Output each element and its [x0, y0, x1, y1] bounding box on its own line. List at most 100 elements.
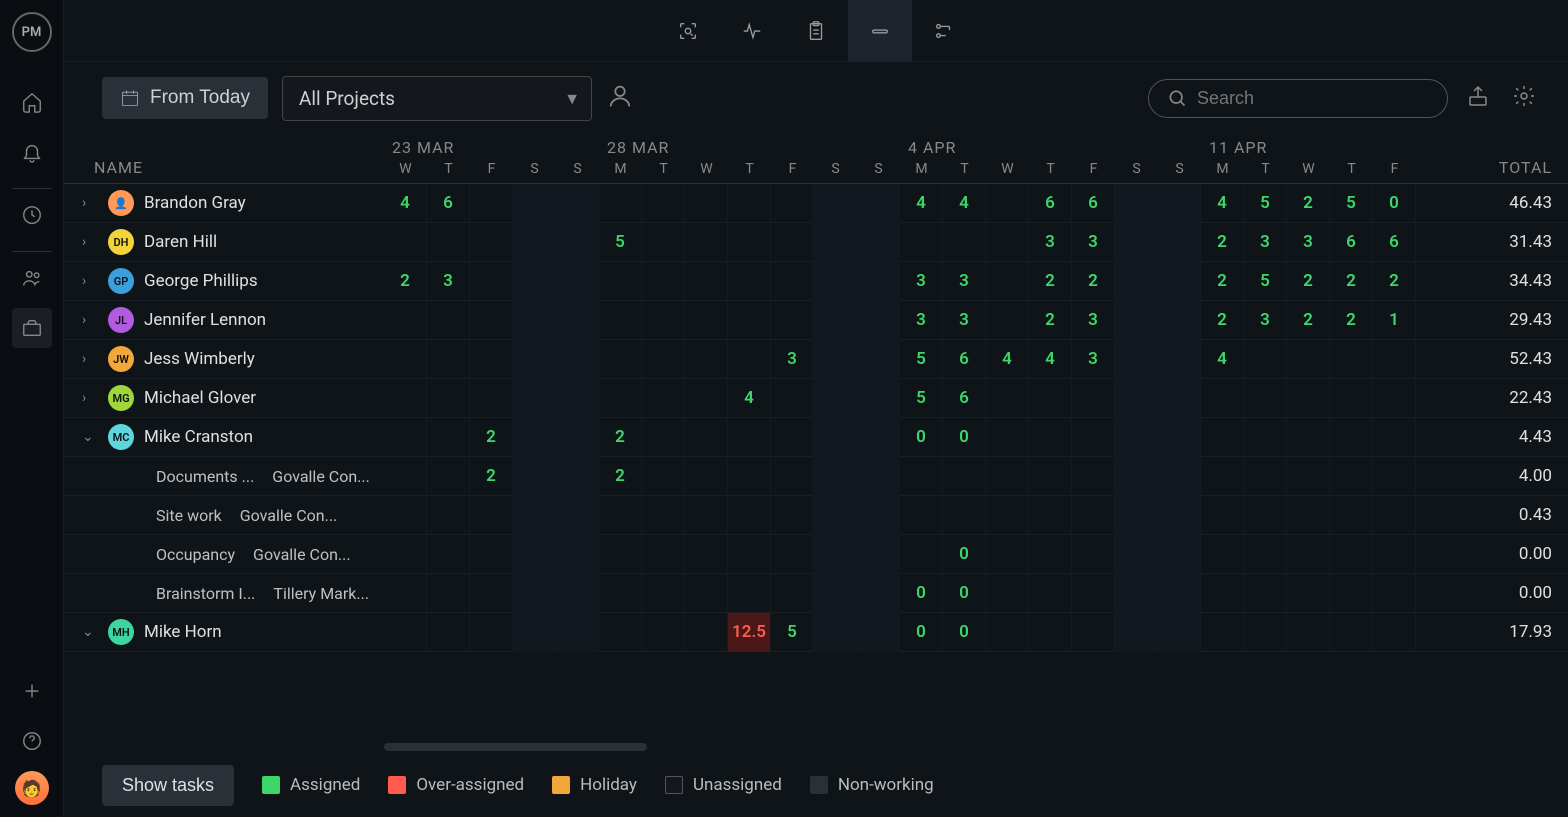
workload-cell[interactable]	[1115, 379, 1158, 418]
workload-cell[interactable]	[384, 535, 427, 574]
workload-cell[interactable]: 3	[900, 301, 943, 340]
workload-cell[interactable]	[1158, 301, 1201, 340]
clipboard-icon[interactable]	[784, 0, 848, 62]
workload-cell[interactable]	[1287, 379, 1330, 418]
workload-cell[interactable]: 5	[599, 223, 642, 262]
workload-cell[interactable]	[685, 496, 728, 535]
workload-cell[interactable]	[771, 457, 814, 496]
workload-cell[interactable]	[1373, 340, 1416, 379]
expand-chevron-icon[interactable]: ›	[82, 273, 98, 289]
workload-cell[interactable]	[986, 457, 1029, 496]
workload-cell[interactable]	[384, 301, 427, 340]
workload-cell[interactable]: 12.5	[728, 613, 771, 652]
workload-cell[interactable]	[1115, 574, 1158, 613]
workload-cell[interactable]	[642, 301, 685, 340]
workload-cell[interactable]: 1	[1373, 301, 1416, 340]
workload-cell[interactable]	[771, 262, 814, 301]
workload-cell[interactable]	[1115, 223, 1158, 262]
workload-cell[interactable]	[986, 379, 1029, 418]
workload-cell[interactable]	[642, 379, 685, 418]
workload-cell[interactable]: 3	[943, 262, 986, 301]
workload-cell[interactable]: 4	[900, 184, 943, 223]
workload-cell[interactable]	[1029, 535, 1072, 574]
workload-icon[interactable]	[848, 0, 912, 62]
project-select[interactable]: All Projects	[282, 76, 592, 121]
workload-cell[interactable]	[1158, 418, 1201, 457]
workload-cell[interactable]: 2	[1072, 262, 1115, 301]
workload-cell[interactable]	[384, 223, 427, 262]
workload-cell[interactable]	[685, 457, 728, 496]
task-name[interactable]: Brainstorm I...	[156, 584, 255, 603]
workload-cell[interactable]	[857, 535, 900, 574]
workload-cell[interactable]	[427, 613, 470, 652]
workload-cell[interactable]	[685, 418, 728, 457]
workload-cell[interactable]: 0	[943, 613, 986, 652]
workload-cell[interactable]: 0	[1373, 184, 1416, 223]
workload-cell[interactable]	[1201, 457, 1244, 496]
workload-cell[interactable]	[1244, 496, 1287, 535]
workload-cell[interactable]	[427, 574, 470, 613]
workload-cell[interactable]	[986, 262, 1029, 301]
workload-cell[interactable]	[556, 457, 599, 496]
workload-cell[interactable]	[1115, 262, 1158, 301]
workload-cell[interactable]	[1373, 496, 1416, 535]
workload-cell[interactable]	[1201, 379, 1244, 418]
workload-cell[interactable]	[556, 379, 599, 418]
workload-cell[interactable]	[1244, 340, 1287, 379]
workload-cell[interactable]: 3	[943, 301, 986, 340]
workload-cell[interactable]	[771, 223, 814, 262]
workload-cell[interactable]	[1158, 457, 1201, 496]
home-icon[interactable]	[12, 82, 52, 122]
workload-cell[interactable]	[685, 262, 728, 301]
workload-cell[interactable]	[1330, 379, 1373, 418]
workload-cell[interactable]	[513, 535, 556, 574]
workload-cell[interactable]	[1115, 535, 1158, 574]
workload-cell[interactable]	[642, 184, 685, 223]
workload-cell[interactable]	[1201, 535, 1244, 574]
workload-cell[interactable]	[857, 574, 900, 613]
workload-cell[interactable]	[1115, 301, 1158, 340]
workload-cell[interactable]: 0	[900, 418, 943, 457]
workload-cell[interactable]	[814, 613, 857, 652]
person-name[interactable]: Mike Cranston	[144, 427, 253, 447]
workload-cell[interactable]	[986, 301, 1029, 340]
workload-cell[interactable]	[1201, 613, 1244, 652]
workload-cell[interactable]: 3	[1072, 223, 1115, 262]
expand-chevron-icon[interactable]: ›	[82, 234, 98, 250]
workload-cell[interactable]: 2	[384, 262, 427, 301]
workload-cell[interactable]	[470, 262, 513, 301]
users-icon[interactable]	[12, 258, 52, 298]
workload-cell[interactable]	[513, 574, 556, 613]
workload-cell[interactable]	[1373, 574, 1416, 613]
workload-cell[interactable]	[1115, 613, 1158, 652]
workload-cell[interactable]: 3	[1072, 301, 1115, 340]
expand-chevron-icon[interactable]: ⌄	[82, 624, 98, 640]
workload-cell[interactable]: 4	[986, 340, 1029, 379]
workload-cell[interactable]	[384, 340, 427, 379]
workload-cell[interactable]	[513, 184, 556, 223]
workload-cell[interactable]	[1330, 574, 1373, 613]
workload-cell[interactable]	[1158, 496, 1201, 535]
workload-cell[interactable]	[513, 613, 556, 652]
briefcase-icon[interactable]	[12, 308, 52, 348]
workload-cell[interactable]	[814, 496, 857, 535]
workload-cell[interactable]	[556, 418, 599, 457]
workload-cell[interactable]	[599, 535, 642, 574]
workload-cell[interactable]	[943, 496, 986, 535]
workload-cell[interactable]	[857, 496, 900, 535]
workload-cell[interactable]: 2	[1287, 301, 1330, 340]
workload-cell[interactable]	[1244, 457, 1287, 496]
workload-cell[interactable]	[1072, 418, 1115, 457]
workload-cell[interactable]	[814, 340, 857, 379]
workload-cell[interactable]	[1287, 457, 1330, 496]
workload-cell[interactable]	[642, 613, 685, 652]
workload-cell[interactable]	[556, 496, 599, 535]
workload-cell[interactable]: 5	[1244, 184, 1287, 223]
workload-cell[interactable]	[599, 379, 642, 418]
workload-cell[interactable]	[1244, 418, 1287, 457]
workload-cell[interactable]: 5	[900, 340, 943, 379]
workload-cell[interactable]: 4	[943, 184, 986, 223]
workload-cell[interactable]	[599, 340, 642, 379]
flow-icon[interactable]	[912, 0, 976, 62]
workload-cell[interactable]	[728, 457, 771, 496]
